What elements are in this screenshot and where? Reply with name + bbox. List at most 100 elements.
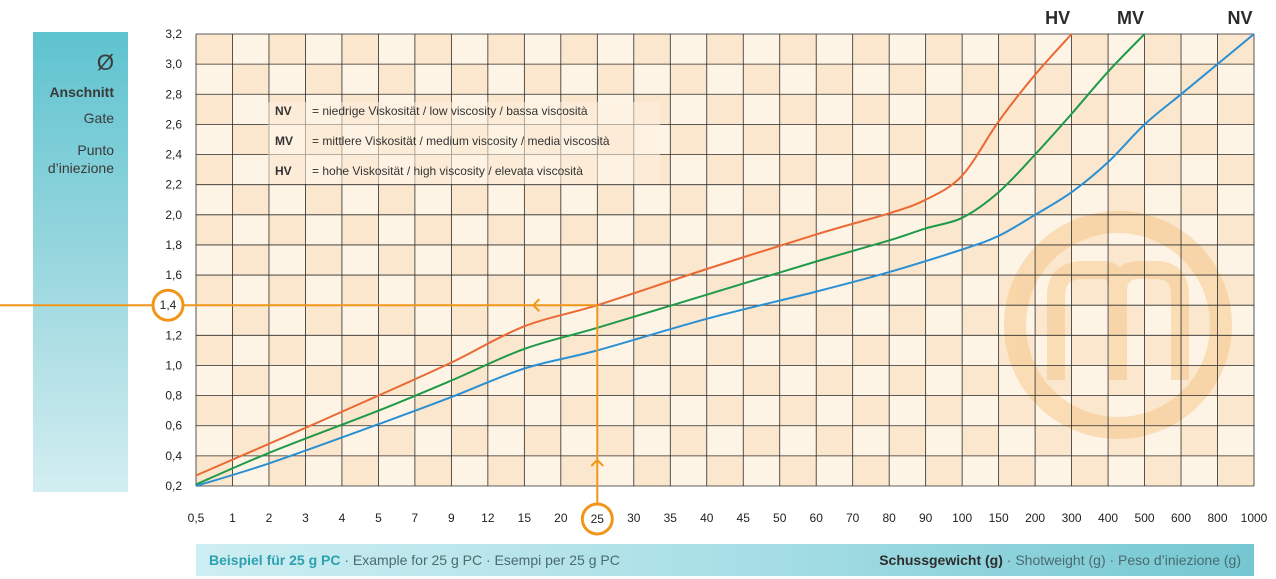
x-tick-label: 400 bbox=[1098, 511, 1118, 525]
grid-cell bbox=[633, 214, 671, 245]
grid-cell bbox=[998, 275, 1036, 306]
grid-cell bbox=[1181, 395, 1218, 426]
legend-code-mv: MV bbox=[275, 134, 293, 148]
grid-cell bbox=[1071, 335, 1109, 366]
grid-cell bbox=[706, 64, 744, 95]
grid-cell bbox=[925, 455, 963, 486]
grid-cells bbox=[196, 34, 1254, 486]
grid-cell bbox=[341, 64, 379, 95]
y-tick-label: 2,6 bbox=[165, 117, 182, 131]
grid-cell bbox=[1108, 335, 1145, 366]
grid-cell bbox=[1181, 154, 1218, 185]
grid-cell bbox=[779, 34, 817, 65]
grid-cell bbox=[852, 64, 890, 95]
y-tick-label: 0,4 bbox=[165, 449, 182, 463]
grid-cell bbox=[670, 64, 707, 95]
x-tick-label: 1000 bbox=[1241, 511, 1268, 525]
grid-cell bbox=[232, 154, 269, 185]
grid-cell bbox=[1217, 395, 1254, 426]
x-tick-label: 600 bbox=[1171, 511, 1191, 525]
grid-cell bbox=[852, 455, 890, 486]
x-tick-label: 20 bbox=[554, 511, 568, 525]
series-label-hv: HV bbox=[1045, 8, 1070, 28]
grid-cell bbox=[670, 184, 707, 215]
grid-cell bbox=[670, 365, 707, 396]
grid-cell bbox=[268, 184, 306, 215]
grid-cell bbox=[889, 124, 926, 155]
grid-cell bbox=[341, 395, 379, 426]
grid-cell bbox=[524, 244, 561, 276]
grid-cell bbox=[925, 34, 963, 65]
x-tick-label: 35 bbox=[664, 511, 678, 525]
grid-cell bbox=[743, 275, 780, 306]
grid-cell bbox=[451, 455, 488, 486]
example-x-value: 25 bbox=[591, 512, 605, 526]
grid-cell bbox=[925, 124, 963, 155]
grid-cell bbox=[1035, 154, 1072, 185]
series-labels: HV MV NV bbox=[1045, 8, 1252, 28]
grid-cell bbox=[1144, 124, 1182, 155]
grid-cell bbox=[487, 244, 525, 276]
grid-cell bbox=[706, 214, 744, 245]
grid-cell bbox=[487, 184, 525, 215]
y-label-it-1: Punto bbox=[77, 142, 114, 158]
grid-cell bbox=[560, 275, 598, 306]
grid-cell bbox=[341, 305, 379, 336]
grid-cell bbox=[414, 64, 452, 95]
grid-cell bbox=[1108, 275, 1145, 306]
grid-cell bbox=[378, 275, 415, 306]
grid-cell bbox=[196, 425, 233, 456]
grid-cell bbox=[670, 455, 707, 486]
grid-cell bbox=[232, 64, 269, 95]
legend-code-nv: NV bbox=[275, 104, 292, 118]
grid-cell bbox=[1108, 184, 1145, 215]
grid-cell bbox=[1035, 425, 1072, 456]
grid-cell bbox=[779, 365, 817, 396]
grid-cell bbox=[232, 34, 269, 65]
y-tick-label: 1,8 bbox=[165, 238, 182, 252]
grid-cell bbox=[1071, 154, 1109, 185]
grid-cell bbox=[451, 244, 488, 276]
grid-cell bbox=[1071, 34, 1109, 65]
grid-cell bbox=[889, 335, 926, 366]
example-y-marker bbox=[151, 288, 185, 322]
grid-cell bbox=[524, 455, 561, 486]
grid-cell bbox=[597, 395, 634, 426]
grid-cell bbox=[196, 244, 233, 276]
grid-cell bbox=[962, 335, 999, 366]
grid-cell bbox=[816, 455, 853, 486]
grid-cell bbox=[305, 395, 342, 426]
example-arrow-left bbox=[531, 298, 541, 312]
grid-cell bbox=[852, 154, 890, 185]
grid-cell bbox=[451, 64, 488, 95]
grid-cell bbox=[962, 305, 999, 336]
grid-cell bbox=[597, 305, 634, 336]
y-tick-label: 2,4 bbox=[165, 148, 182, 162]
grid-cell bbox=[1071, 124, 1109, 155]
grid-cell bbox=[1144, 335, 1182, 366]
grid-cell bbox=[414, 425, 452, 456]
grid-cell bbox=[670, 34, 707, 65]
grid-cell bbox=[1071, 214, 1109, 245]
grid-cell bbox=[560, 214, 598, 245]
grid-cell bbox=[524, 365, 561, 396]
grid-cell bbox=[1108, 425, 1145, 456]
grid-cell bbox=[196, 184, 233, 215]
x-tick-label: 100 bbox=[952, 511, 972, 525]
grid-cell bbox=[1108, 365, 1145, 396]
grid-cell bbox=[1181, 425, 1218, 456]
grid-cell bbox=[451, 365, 488, 396]
grid-cell bbox=[414, 395, 452, 426]
grid-cell bbox=[1108, 94, 1145, 125]
grid-cell bbox=[670, 214, 707, 245]
grid-cell bbox=[1035, 184, 1072, 215]
grid-cell bbox=[1108, 305, 1145, 336]
grid-cell bbox=[378, 425, 415, 456]
grid-cell bbox=[998, 365, 1036, 396]
grid-cell bbox=[1071, 395, 1109, 426]
grid-cell bbox=[341, 455, 379, 486]
grid-cell bbox=[1035, 64, 1072, 95]
grid-cell bbox=[196, 214, 233, 245]
grid-cell bbox=[597, 335, 634, 366]
grid-cell bbox=[196, 275, 233, 306]
